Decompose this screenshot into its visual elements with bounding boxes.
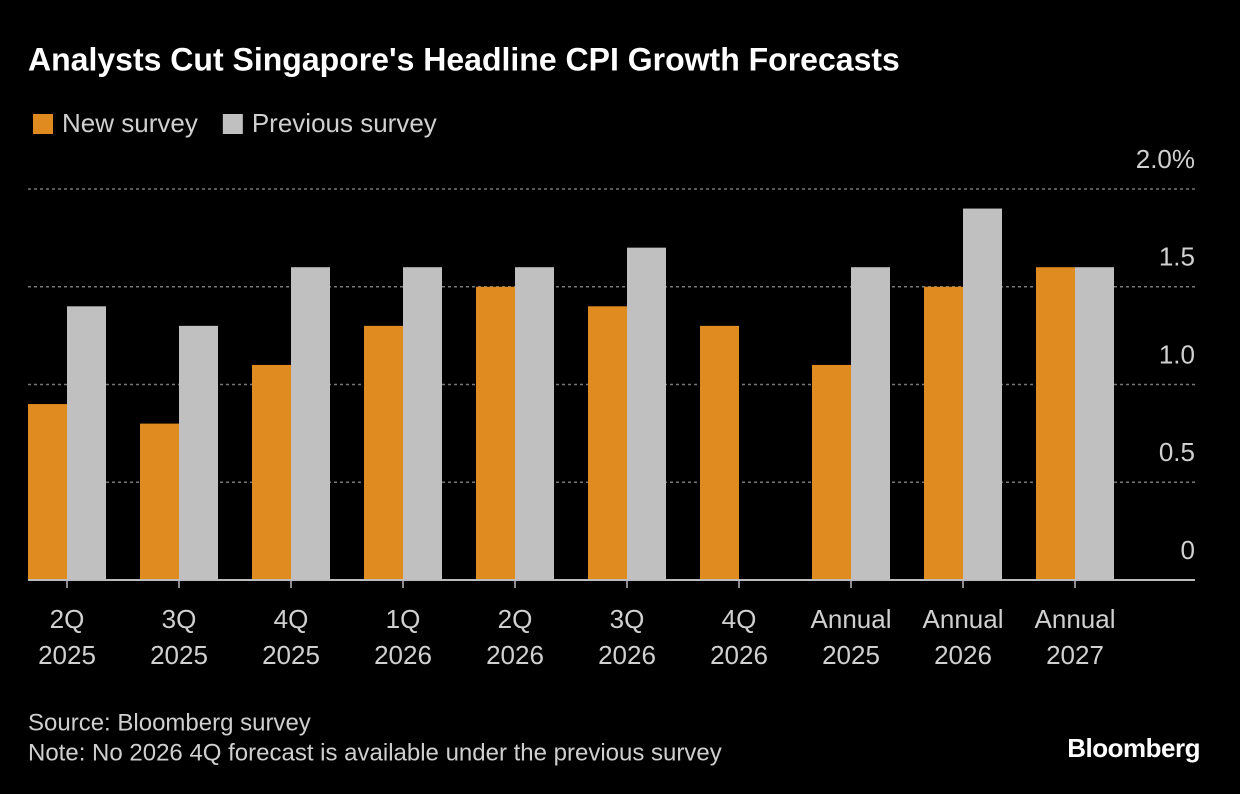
bar xyxy=(588,306,627,580)
x-tick-label: 3Q xyxy=(610,604,645,634)
bar xyxy=(403,267,442,580)
y-tick-label: 1.5 xyxy=(1159,242,1195,272)
x-tick-label: 3Q xyxy=(162,604,197,634)
bar xyxy=(476,286,515,580)
x-tick-label: 2026 xyxy=(374,640,432,670)
x-tick-label: 2026 xyxy=(710,640,768,670)
bar xyxy=(700,325,739,580)
bar xyxy=(364,325,403,580)
y-tick-label: 2.0% xyxy=(1136,144,1195,174)
x-tick-label: 2025 xyxy=(38,640,96,670)
x-tick-label: 2027 xyxy=(1046,640,1104,670)
x-tick-label: 4Q xyxy=(722,604,757,634)
bar xyxy=(851,267,890,580)
legend-label: Previous survey xyxy=(252,108,437,138)
bar xyxy=(67,306,106,580)
y-tick-label: 0.5 xyxy=(1159,437,1195,467)
x-tick-label: 1Q xyxy=(386,604,421,634)
x-tick-label: 2026 xyxy=(934,640,992,670)
chart-title: Analysts Cut Singapore's Headline CPI Gr… xyxy=(28,41,900,77)
legend-swatch xyxy=(222,114,243,134)
y-tick-label: 1.0 xyxy=(1159,339,1195,369)
x-tick-label: 2025 xyxy=(150,640,208,670)
x-tick-label: Annual xyxy=(811,604,892,634)
x-tick-label: 4Q xyxy=(274,604,309,634)
bar xyxy=(1075,267,1114,580)
source: Source: Bloomberg survey xyxy=(28,709,311,736)
bar xyxy=(291,267,330,580)
x-tick-label: 2026 xyxy=(486,640,544,670)
bar xyxy=(812,364,851,580)
x-tick-label: 2025 xyxy=(262,640,320,670)
bar xyxy=(28,404,67,580)
bar xyxy=(924,286,963,580)
note: Note: No 2026 4Q forecast is available u… xyxy=(28,739,722,766)
x-tick-label: Annual xyxy=(923,604,1004,634)
bar xyxy=(252,364,291,580)
x-tick-label: 2025 xyxy=(822,640,880,670)
brand-logo: Bloomberg xyxy=(1067,733,1200,763)
x-tick-label: 2Q xyxy=(498,604,533,634)
x-tick-label: Annual xyxy=(1035,604,1116,634)
bar xyxy=(140,423,179,580)
bar xyxy=(1036,267,1075,580)
y-tick-label: 0 xyxy=(1181,535,1195,565)
bar xyxy=(963,208,1002,581)
legend-swatch xyxy=(33,114,53,134)
bar xyxy=(627,247,666,580)
legend-label: New survey xyxy=(62,108,198,138)
x-tick-label: 2Q xyxy=(50,604,85,634)
bar xyxy=(179,325,218,580)
x-tick-label: 2026 xyxy=(598,640,656,670)
bar xyxy=(515,267,554,580)
